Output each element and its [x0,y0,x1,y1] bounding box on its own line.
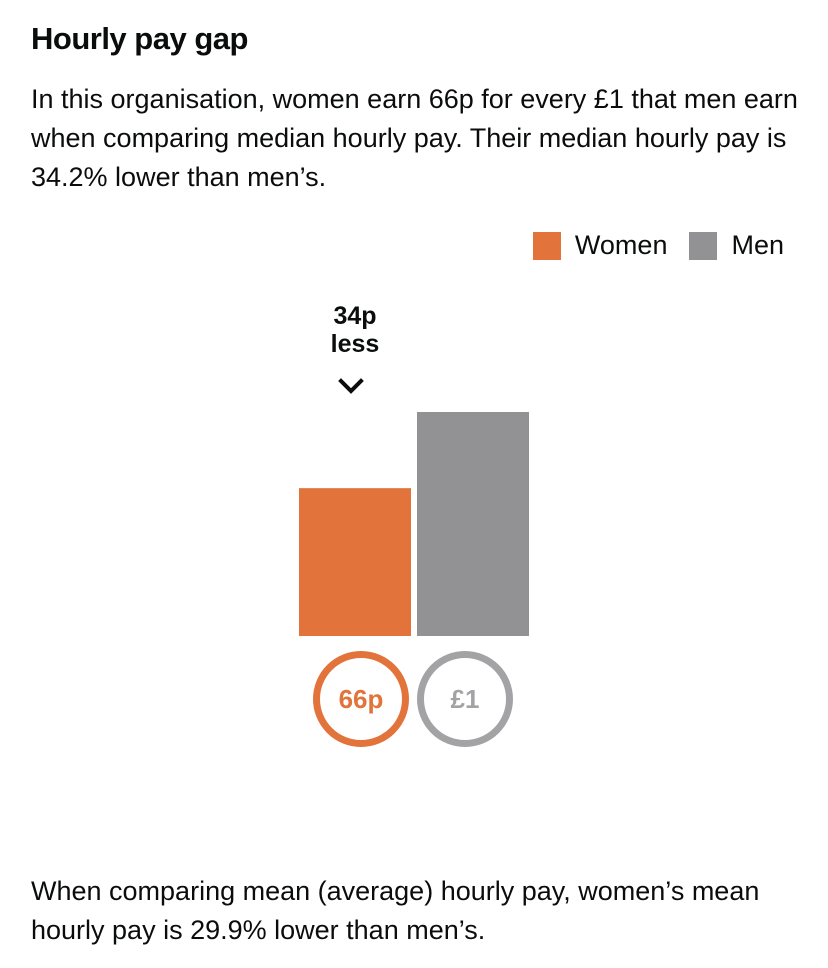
legend-item-men: Men [689,230,784,261]
legend-swatch-men [689,231,718,260]
chevron-down-icon [338,378,364,394]
bar-women [299,488,411,636]
median-summary: In this organisation, women earn 66p for… [31,84,798,192]
legend: Women Men [532,230,784,261]
legend-label-men: Men [731,230,784,260]
bar-men [417,412,529,636]
gap-label: 34p less [300,302,410,358]
gap-amount: 34p [333,302,377,330]
mean-summary: When comparing mean (average) hourly pay… [31,876,760,945]
badge-women: 66p [313,651,409,747]
legend-swatch-women [532,231,561,260]
chart-title: Hourly pay gap [31,21,248,56]
gap-text: less [330,330,380,358]
legend-label-women: Women [574,230,668,260]
badge-men: £1 [417,651,513,747]
legend-item-women: Women [532,230,668,261]
